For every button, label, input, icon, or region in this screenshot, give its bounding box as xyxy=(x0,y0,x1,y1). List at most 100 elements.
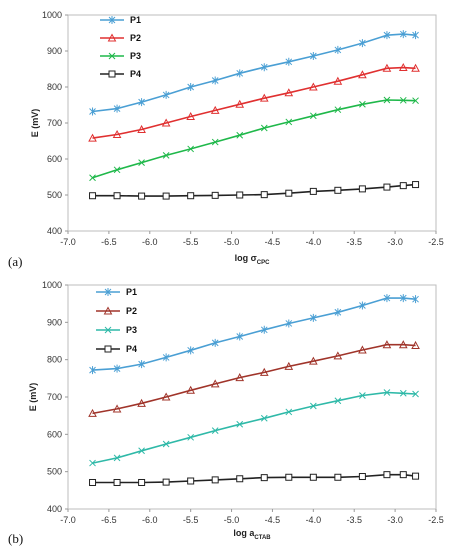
data-point xyxy=(162,192,170,200)
data-point xyxy=(138,360,145,369)
x-tick-label: -2.5 xyxy=(428,515,444,525)
data-point xyxy=(162,478,170,486)
data-point xyxy=(89,366,96,375)
data-point xyxy=(412,31,419,40)
data-point xyxy=(334,473,342,481)
data-point xyxy=(334,397,342,405)
data-point xyxy=(187,145,195,153)
data-point xyxy=(138,98,145,107)
data-point xyxy=(399,30,407,39)
data-point xyxy=(186,385,196,394)
x-axis-b: -7.0 -6.5 -6.0 -5.5 -5.0 -4.5 -4.0 -3.5 -3.0 -2.5 xyxy=(60,509,444,525)
data-point xyxy=(187,477,195,485)
data-point xyxy=(260,124,268,132)
y-tick-label: 500 xyxy=(47,190,62,200)
series-p1 xyxy=(89,30,419,116)
data-point xyxy=(260,63,268,72)
data-point xyxy=(138,192,146,200)
legend-marker xyxy=(108,52,116,60)
data-point xyxy=(259,367,269,376)
data-point xyxy=(382,63,392,72)
data-point xyxy=(358,345,367,354)
data-point xyxy=(235,99,245,108)
series-p1 xyxy=(89,294,419,375)
x-tick-label: -6.5 xyxy=(101,237,117,247)
x-tick-label: -7.0 xyxy=(60,515,76,525)
data-point xyxy=(236,69,244,78)
data-point xyxy=(334,308,342,317)
data-point xyxy=(113,364,121,373)
data-point xyxy=(309,313,317,322)
legend-label: P4 xyxy=(126,344,137,354)
legend-label: P2 xyxy=(126,306,137,316)
y-tick-label: 900 xyxy=(47,317,62,327)
data-point xyxy=(112,129,122,139)
x-axis-label-a: log σCPC xyxy=(235,253,270,266)
y-tick-label: 600 xyxy=(47,154,62,164)
x-tick-label: -6.0 xyxy=(142,237,158,247)
x-axis-label-sub-b: CTAB xyxy=(254,535,271,541)
data-point xyxy=(412,390,419,398)
data-point xyxy=(308,82,318,91)
data-point xyxy=(411,340,420,349)
data-point xyxy=(309,187,317,195)
y-tick-label: 500 xyxy=(47,467,62,477)
data-point xyxy=(236,191,244,199)
data-point xyxy=(113,166,121,174)
y-axis-label-b: E (mV) xyxy=(28,383,38,412)
data-point xyxy=(210,379,220,388)
data-point xyxy=(211,427,219,434)
data-point xyxy=(309,402,317,410)
data-point xyxy=(187,83,195,91)
series-line-p2 xyxy=(92,66,416,139)
data-point xyxy=(383,294,391,303)
x-tick-label: -3.5 xyxy=(346,237,362,247)
data-point xyxy=(138,478,146,486)
x-tick-label: -3.0 xyxy=(387,515,403,525)
data-point xyxy=(113,192,121,200)
data-point xyxy=(285,473,293,481)
data-point xyxy=(308,356,318,365)
data-point xyxy=(398,63,408,72)
x-tick-label: -2.5 xyxy=(428,237,444,247)
y-tick-label: 900 xyxy=(47,46,62,56)
data-point xyxy=(210,105,220,114)
data-point xyxy=(211,338,219,347)
data-point xyxy=(359,301,366,310)
x-tick-label: -4.0 xyxy=(306,515,322,525)
data-point xyxy=(186,111,196,121)
x-axis-label-main-a: log σ xyxy=(235,253,257,263)
data-point xyxy=(399,96,407,104)
data-point xyxy=(359,39,366,48)
data-point xyxy=(138,159,145,166)
legend-label: P1 xyxy=(126,287,137,297)
data-point xyxy=(236,332,244,341)
y-tick-label: 1000 xyxy=(42,280,62,290)
data-point xyxy=(236,475,244,483)
x-tick-label: -5.0 xyxy=(224,515,240,525)
legend-marker xyxy=(108,70,116,78)
series-group-b xyxy=(88,294,420,486)
data-point xyxy=(89,107,96,116)
data-point xyxy=(399,389,407,397)
data-point xyxy=(399,294,407,303)
legend-marker xyxy=(104,326,112,334)
data-point xyxy=(211,476,219,484)
data-point xyxy=(235,373,245,382)
x-axis-a: -7.0 -6.5 -6.0 -5.5 -5.0 -4.5 -4.0 -3.5 -3.0 -2.5 xyxy=(60,231,444,247)
data-point xyxy=(211,76,219,85)
legend-a: P1 P2 P3 P4 xyxy=(100,15,141,79)
x-tick-label: -5.5 xyxy=(183,237,199,247)
data-point xyxy=(359,100,366,108)
data-point xyxy=(88,133,97,142)
data-point xyxy=(162,152,170,159)
data-point xyxy=(236,420,244,428)
data-point xyxy=(285,57,293,66)
series-p3 xyxy=(89,389,419,467)
data-point xyxy=(162,440,170,448)
data-point xyxy=(309,112,317,120)
data-point xyxy=(383,183,391,191)
series-line-p3 xyxy=(92,99,416,179)
